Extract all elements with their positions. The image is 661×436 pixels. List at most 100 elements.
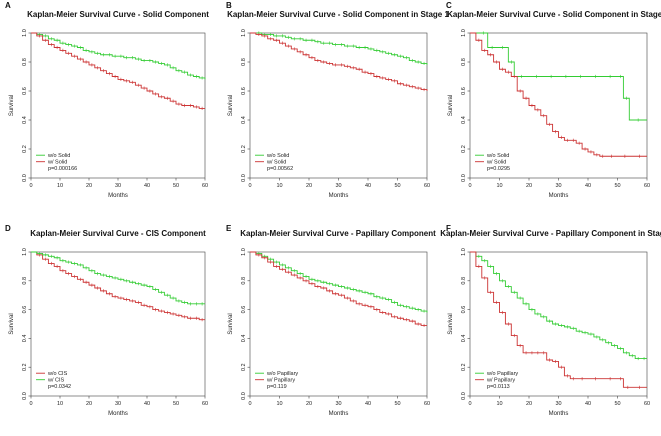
x-tick-label: 50	[394, 401, 400, 407]
x-tick-label: 30	[555, 401, 561, 407]
x-tick-label: 20	[86, 183, 92, 189]
x-tick-label: 0	[468, 183, 471, 189]
y-tick-label: 0.0	[22, 392, 28, 400]
x-axis-label: Months	[329, 193, 349, 199]
y-tick-label: 0.8	[461, 277, 467, 285]
x-tick-label: 0	[29, 183, 32, 189]
p-value-label: p=0.000166	[48, 166, 77, 172]
x-tick-label: 20	[526, 401, 532, 407]
panel-letter: B	[226, 1, 232, 10]
y-tick-label: 0.2	[241, 145, 247, 153]
panel-letter: C	[446, 1, 452, 10]
panel-d: D Kaplan-Meier Survival Curve - CIS Compo…	[5, 224, 208, 417]
p-value-label: p=0.0113	[487, 384, 510, 390]
survival-curve	[470, 32, 647, 121]
x-tick-label: 60	[644, 401, 650, 407]
y-tick-label: 0.0	[241, 392, 247, 400]
y-axis-label: Survival	[9, 95, 15, 116]
x-tick-label: 20	[86, 401, 92, 407]
x-tick-label: 10	[496, 401, 502, 407]
chart-title: Kaplan-Meier Survival Curve - Papillary …	[440, 229, 661, 238]
legend-label: w/o CIS	[47, 371, 68, 377]
x-tick-label: 10	[57, 183, 63, 189]
panel-letter: A	[5, 1, 11, 10]
y-tick-label: 1.0	[461, 248, 467, 256]
x-tick-label: 50	[614, 183, 620, 189]
legend-label: w/ Papillary	[266, 378, 295, 384]
y-tick-label: 0.8	[22, 58, 28, 66]
p-value-label: p=0.00562	[267, 166, 293, 172]
y-tick-label: 0.0	[461, 174, 467, 182]
x-tick-label: 30	[335, 183, 341, 189]
panel-e: E Kaplan-Meier Survival Curve - Papillary…	[226, 224, 436, 417]
x-axis-label: Months	[329, 411, 349, 417]
x-tick-label: 20	[526, 183, 532, 189]
y-tick-label: 0.4	[241, 116, 247, 124]
y-tick-label: 1.0	[461, 29, 467, 37]
p-value-label: p=0.0295	[487, 166, 510, 172]
x-axis-label: Months	[549, 411, 569, 417]
x-tick-label: 50	[394, 183, 400, 189]
y-tick-label: 0.4	[22, 116, 28, 124]
y-tick-label: 0.2	[22, 363, 28, 371]
y-tick-label: 0.6	[241, 87, 247, 95]
x-axis-label: Months	[108, 411, 128, 417]
y-tick-label: 0.0	[22, 174, 28, 182]
y-tick-label: 0.0	[461, 392, 467, 400]
survival-curve	[31, 251, 205, 321]
survival-curve	[250, 251, 428, 313]
survival-curve	[470, 32, 647, 157]
y-tick-label: 0.8	[241, 58, 247, 66]
panel-letter: F	[446, 224, 451, 233]
y-tick-label: 0.6	[461, 306, 467, 314]
x-tick-label: 30	[555, 183, 561, 189]
y-tick-label: 0.2	[461, 363, 467, 371]
x-tick-label: 60	[644, 183, 650, 189]
x-tick-label: 60	[202, 401, 208, 407]
legend-label: w/ CIS	[47, 378, 65, 384]
x-tick-label: 0	[468, 401, 471, 407]
y-axis-label: Survival	[448, 95, 454, 116]
x-tick-label: 50	[173, 401, 179, 407]
panel-letter: D	[5, 224, 11, 233]
x-tick-label: 40	[365, 183, 371, 189]
x-tick-label: 10	[57, 401, 63, 407]
y-tick-label: 0.2	[22, 145, 28, 153]
panel-a: A Kaplan-Meier Survival Curve - Solid Com…	[5, 1, 209, 199]
y-tick-label: 0.4	[461, 335, 467, 343]
x-tick-label: 0	[248, 183, 251, 189]
x-tick-label: 10	[496, 183, 502, 189]
y-tick-label: 0.8	[22, 277, 28, 285]
x-tick-label: 50	[173, 183, 179, 189]
chart-title: Kaplan-Meier Survival Curve - Solid Comp…	[27, 10, 209, 19]
survival-curve	[31, 32, 205, 109]
x-tick-label: 10	[276, 401, 282, 407]
x-tick-label: 30	[115, 401, 121, 407]
legend-label: w/o Solid	[486, 153, 509, 159]
y-axis-label: Survival	[228, 313, 234, 334]
x-tick-label: 60	[424, 183, 430, 189]
legend-label: w/ Solid	[266, 160, 286, 166]
y-tick-label: 0.8	[241, 277, 247, 285]
legend-label: w/ Solid	[47, 160, 67, 166]
x-axis-label: Months	[108, 193, 128, 199]
legend-label: w/ Papillary	[486, 378, 515, 384]
y-tick-label: 0.6	[22, 306, 28, 314]
y-axis-label: Survival	[228, 95, 234, 116]
chart-title: Kaplan-Meier Survival Curve - Solid Comp…	[447, 10, 661, 19]
survival-curve	[470, 251, 647, 360]
legend-label: w/o Papillary	[266, 371, 298, 377]
x-tick-label: 20	[306, 183, 312, 189]
legend-label: w/ Solid	[486, 160, 506, 166]
survival-curve	[250, 32, 428, 65]
x-tick-label: 10	[276, 183, 282, 189]
survival-curve	[250, 251, 427, 326]
p-value-label: p=0.119	[267, 384, 287, 390]
y-tick-label: 0.6	[241, 306, 247, 314]
survival-curve	[31, 251, 205, 305]
y-tick-label: 0.2	[461, 145, 467, 153]
y-tick-label: 0.2	[241, 363, 247, 371]
